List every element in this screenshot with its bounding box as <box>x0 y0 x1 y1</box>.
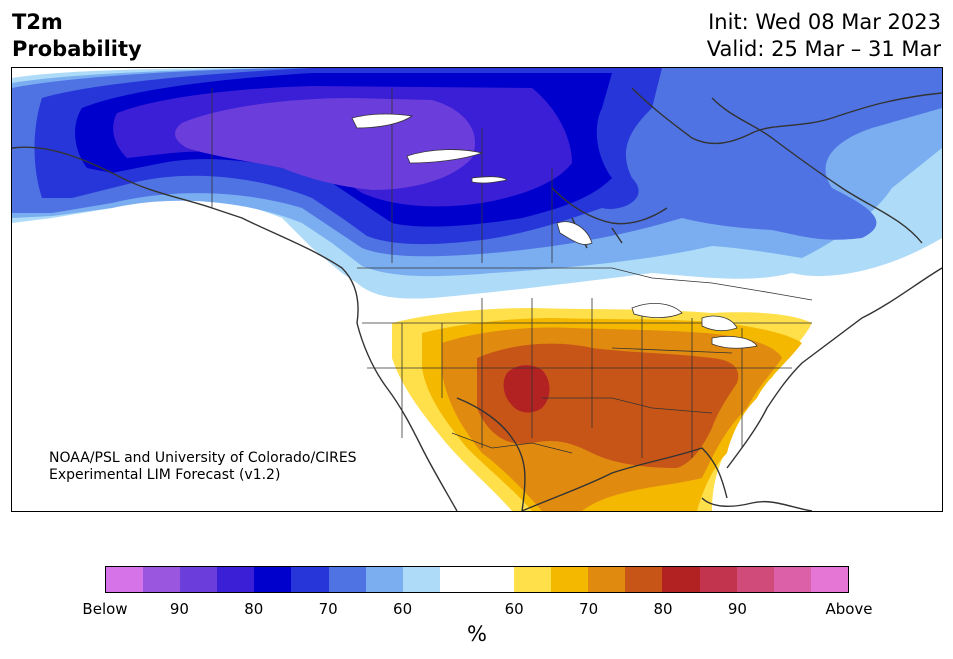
init-date: Init: Wed 08 Mar 2023 <box>708 10 941 34</box>
title-line-1: T2m <box>12 10 63 34</box>
colorbar-ticks: Below 90 80 70 60 60 70 80 90 Above <box>0 600 953 620</box>
colorbar-segment <box>328 567 366 592</box>
colorbar-segment <box>217 567 255 592</box>
map-panel <box>11 67 943 512</box>
coastlines <box>12 87 942 511</box>
colorbar-unit: % <box>467 622 487 646</box>
colorbar-segment <box>551 567 589 592</box>
colorbar-segment <box>773 567 811 592</box>
colorbar-tick-label: 60 <box>393 600 413 618</box>
colorbar-segment <box>476 567 515 592</box>
colorbar-segment <box>514 567 552 592</box>
colorbar-tick-label: 80 <box>653 600 673 618</box>
colorbar-segment <box>365 567 403 592</box>
colorbar-segment <box>625 567 663 592</box>
colorbar-segment <box>402 567 440 592</box>
credit-line-1: NOAA/PSL and University of Colorado/CIRE… <box>49 450 357 466</box>
colorbar-segment <box>291 567 329 592</box>
colorbar-segment <box>588 567 626 592</box>
title-line-2: Probability <box>12 37 142 61</box>
credit-line-2: Experimental LIM Forecast (v1.2) <box>49 467 281 483</box>
colorbar-tick-label: 80 <box>244 600 264 618</box>
colorbar-segment <box>254 567 292 592</box>
colorbar-tick-label: 90 <box>727 600 747 618</box>
colorbar-segment <box>143 567 181 592</box>
colorbar-tick-label: 60 <box>504 600 524 618</box>
colorbar-segment <box>736 567 774 592</box>
probability-map <box>12 68 942 511</box>
forecast-dates: Init: Wed 08 Mar 2023 Valid: 25 Mar – 31… <box>707 9 941 63</box>
colorbar-segment <box>106 567 144 592</box>
colorbar-tick-label: 70 <box>318 600 338 618</box>
colorbar <box>105 566 849 593</box>
colorbar-segment <box>810 567 848 592</box>
warm-band-strong <box>503 365 550 413</box>
credit-text: NOAA/PSL and University of Colorado/CIRE… <box>49 450 357 484</box>
colorbar-tick-label: Above <box>825 600 873 618</box>
colorbar-tick-label: 90 <box>169 600 189 618</box>
valid-date: Valid: 25 Mar – 31 Mar <box>706 37 941 61</box>
colorbar-segment <box>662 567 700 592</box>
colorbar-tick-label: 70 <box>579 600 599 618</box>
colorbar-segment <box>180 567 218 592</box>
colorbar-tick-label: Below <box>82 600 128 618</box>
colorbar-segment <box>699 567 737 592</box>
map-title: T2m Probability <box>12 9 142 63</box>
colorbar-segment <box>439 567 477 592</box>
great-lakes <box>351 113 758 349</box>
